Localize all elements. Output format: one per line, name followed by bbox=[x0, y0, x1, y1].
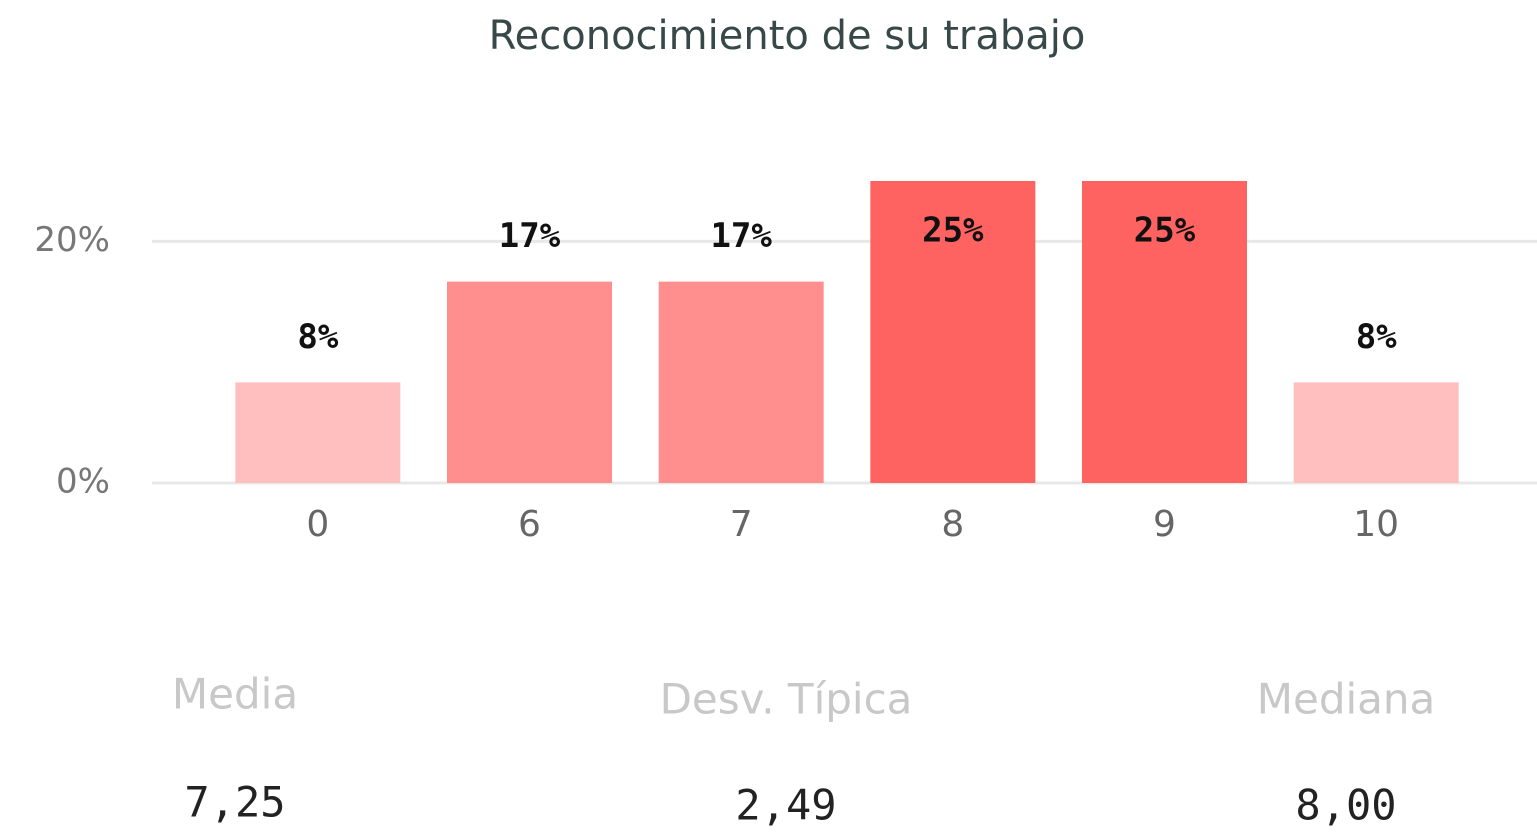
x-tick-label: 6 bbox=[518, 504, 541, 545]
stat-value: 8,00 bbox=[1295, 781, 1396, 830]
data-label: 17% bbox=[710, 216, 772, 256]
data-label: 8% bbox=[297, 317, 338, 357]
stat-label: Mediana bbox=[1257, 675, 1436, 724]
bar bbox=[447, 281, 612, 483]
bar bbox=[658, 281, 824, 483]
bar bbox=[870, 181, 1036, 483]
data-label: 17% bbox=[499, 216, 561, 256]
data-label: 25% bbox=[922, 211, 984, 251]
stat-value: 2,49 bbox=[735, 781, 836, 830]
x-tick-label: 7 bbox=[730, 504, 753, 545]
bar bbox=[1082, 181, 1247, 483]
chart-title: Reconocimiento de su trabajo bbox=[489, 13, 1086, 59]
x-tick-label: 0 bbox=[306, 504, 329, 545]
stat-label: Desv. Típica bbox=[660, 675, 913, 724]
bar bbox=[1293, 382, 1459, 483]
stat-label: Media bbox=[172, 670, 298, 719]
data-label: 25% bbox=[1134, 211, 1196, 251]
stat-value: 7,25 bbox=[184, 778, 285, 827]
x-tick-label: 8 bbox=[941, 504, 964, 545]
data-label: 8% bbox=[1356, 317, 1397, 357]
y-tick-label: 0% bbox=[56, 462, 110, 502]
x-tick-label: 10 bbox=[1353, 504, 1399, 545]
x-tick-label: 9 bbox=[1153, 504, 1176, 545]
y-tick-label: 20% bbox=[34, 220, 110, 260]
bar bbox=[235, 382, 401, 483]
